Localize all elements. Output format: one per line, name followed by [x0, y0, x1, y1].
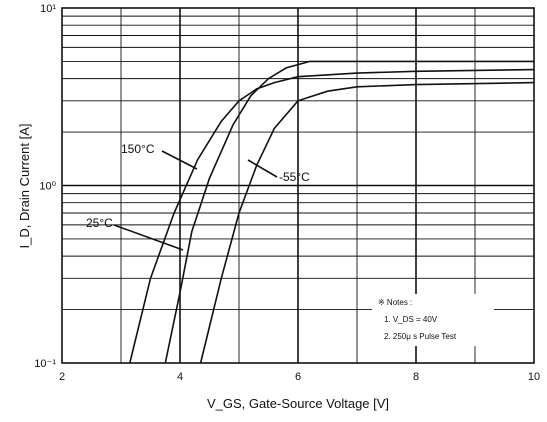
x-tick-label: 6 [295, 371, 301, 383]
x-tick-label: 4 [177, 371, 183, 383]
series-layer [129, 60, 535, 364]
notes-line1: 1. V_DS = 40V [384, 315, 438, 324]
y-tick-label: 10⁰ [39, 181, 56, 193]
y-axis-label: I_D, Drain Current [A] [17, 124, 32, 249]
series-line-2 [199, 81, 535, 364]
notes-box: ※ Notes : 1. V_DS = 40V 2. 250μ s Pulse … [372, 294, 494, 346]
series-line-0 [129, 68, 535, 364]
label-25c: 25°C [86, 216, 113, 230]
x-tick-label: 2 [59, 371, 65, 383]
series-annotations: 150°C 25°C -55°C [86, 142, 310, 251]
tick-labels: 2 4 6 8 10 10¹ 10⁰ 10⁻¹ [34, 3, 540, 383]
x-tick-label: 8 [413, 371, 419, 383]
label-minus55c: -55°C [279, 170, 310, 184]
notes-line2: 2. 250μ s Pulse Test [384, 332, 457, 341]
label-150c: 150°C [121, 142, 155, 156]
series-line-1 [164, 60, 534, 364]
arrow-150c [161, 150, 198, 170]
y-tick-label: 10¹ [40, 3, 56, 15]
plot-frame [61, 7, 535, 364]
x-axis-label: V_GS, Gate-Source Voltage [V] [207, 396, 389, 411]
y-tick-label: 10⁻¹ [34, 358, 56, 370]
arrow-minus55c [247, 159, 278, 178]
x-tick-label: 10 [528, 371, 540, 383]
arrow-25c [113, 224, 184, 251]
notes-header: ※ Notes : [378, 298, 412, 307]
